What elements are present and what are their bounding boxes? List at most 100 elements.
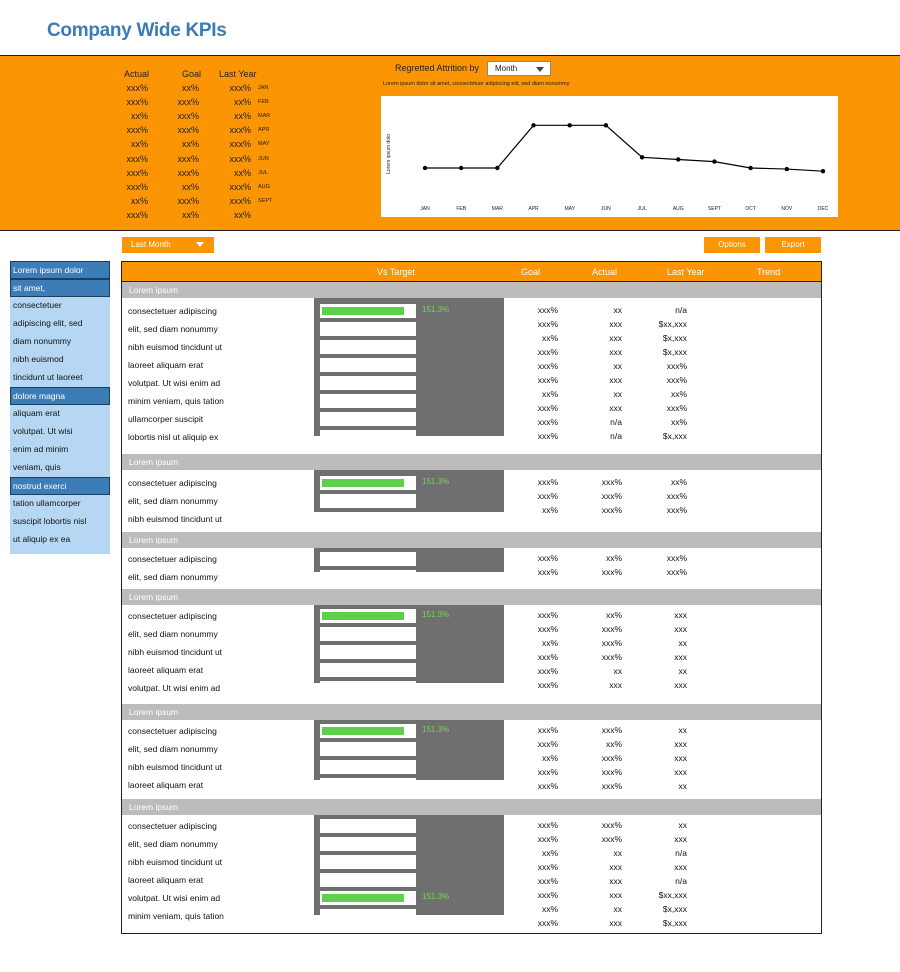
last-year-value: xx — [678, 666, 688, 676]
goal-value: xx% — [541, 638, 558, 648]
progress-bar — [320, 909, 416, 923]
x-tick-label: JUL — [638, 206, 647, 212]
last-year-value: xx — [678, 638, 688, 648]
metric-label: nibh euismod tincidunt ut — [128, 514, 223, 524]
data-point — [495, 165, 500, 171]
x-tick-label: MAY — [564, 206, 575, 212]
actual-value: xxx — [609, 347, 622, 357]
goal-value: xx% — [541, 389, 558, 399]
goal-value: xxx% — [537, 739, 558, 749]
actual-value: xxx% — [601, 624, 622, 634]
kpi-month-label: AUG — [258, 183, 270, 190]
actual-value: xx — [613, 361, 623, 371]
goal-value: xxx% — [537, 624, 558, 634]
sidebar-item[interactable]: ut aliquip ex ea — [13, 534, 71, 544]
last-year-value: xxx — [674, 767, 687, 777]
last-year-value: xx — [678, 820, 688, 830]
progress-bar — [320, 609, 416, 623]
kpi-last-year-value: xx% — [233, 111, 251, 122]
goal-value: xxx% — [537, 361, 558, 371]
kpi-goal-value: xxx% — [177, 153, 199, 164]
last-year-value: n/a — [675, 876, 687, 886]
options-button[interactable]: Options — [704, 237, 760, 253]
last-year-value: xxx — [674, 739, 687, 749]
kpi-goal-value: xx% — [181, 209, 199, 220]
metric-label: nibh euismod tincidunt ut — [128, 647, 223, 657]
sidebar-item[interactable]: enim ad minim — [13, 444, 69, 454]
x-tick-label: JAN — [420, 206, 430, 212]
progress-bar — [320, 760, 416, 774]
attrition-period-select[interactable]: Month — [487, 61, 551, 76]
progress-bar — [320, 855, 416, 869]
progress-percent: 151.3% — [422, 610, 450, 619]
sidebar-item[interactable]: veniam, quis — [13, 462, 61, 472]
last-year-value: $x,xxx — [662, 904, 687, 914]
col-trend: Trend — [757, 267, 781, 277]
sidebar-item[interactable]: dolore magna — [10, 387, 110, 405]
metric-label: volutpat. Ut wisi enim ad — [128, 683, 221, 693]
attrition-subtitle: Lorem ipsum dolor sit amet, consectetuer… — [383, 81, 570, 87]
actual-value: xxx — [609, 319, 622, 329]
sidebar-item[interactable]: nostrud exerci — [10, 477, 110, 495]
section-header: Lorem ipsum — [122, 454, 821, 470]
last-year-value: $x,xxx — [662, 333, 687, 343]
kpi-last-year-value: xxx% — [229, 153, 251, 164]
metric-label: elit, sed diam nonummy — [128, 572, 218, 582]
sidebar-item[interactable]: tincidunt ut laoreet — [13, 372, 83, 382]
kpi-actual-value: xxx% — [126, 125, 148, 136]
actual-value: n/a — [610, 431, 622, 441]
sidebar-item[interactable]: nibh euismod — [13, 354, 64, 364]
last-year-value: xxx% — [666, 553, 687, 563]
kpi-actual-value: xxx% — [126, 167, 148, 178]
sidebar-item[interactable]: aliquam erat — [13, 408, 60, 418]
export-button[interactable]: Export — [765, 237, 821, 253]
kpi-last-year-value: xxx% — [229, 83, 251, 93]
actual-value: xx% — [605, 739, 622, 749]
period-select[interactable]: Last Month — [122, 237, 214, 253]
progress-bar — [320, 304, 416, 318]
actual-value: xxx% — [601, 638, 622, 648]
col-actual: Actual — [592, 267, 618, 277]
sidebar-item[interactable]: adipiscing elit, sed — [13, 318, 83, 328]
sidebar-item[interactable]: consectetuer — [13, 300, 62, 310]
goal-value: xxx% — [537, 680, 558, 690]
kpi-month-label: MAR — [258, 113, 271, 120]
section-header: Lorem ipsum — [122, 704, 821, 720]
sidebar-item[interactable]: sit amet, — [10, 279, 110, 297]
data-point — [603, 123, 609, 128]
progress-percent: 151.3% — [422, 892, 450, 901]
x-tick-label: MAR — [492, 206, 504, 212]
last-year-value: $x,xxx — [662, 918, 687, 928]
chevron-down-icon — [536, 67, 544, 72]
attrition-line-chart: Lorem ipsum dolo JAN FEB MAR APR MAY JUN JUL AUG… — [386, 123, 829, 212]
metric-label: volutpat. Ut wisi enim ad — [128, 893, 221, 903]
goal-value: xx% — [541, 848, 558, 858]
metric-label: nibh euismod tincidunt ut — [128, 762, 223, 772]
sidebar-item[interactable]: tation ullamcorper — [13, 498, 81, 508]
metric-label: elit, sed diam nonummy — [128, 629, 218, 639]
metric-label: consectetuer adipiscing — [128, 306, 217, 316]
kpi-goal-value: xxx% — [177, 111, 199, 122]
last-year-value: xxx% — [666, 491, 687, 501]
progress-bar — [320, 891, 416, 905]
goal-value: xxx% — [537, 477, 558, 487]
goal-value: xxx% — [537, 610, 558, 620]
kpi-last-year-value: xx% — [233, 97, 251, 108]
last-year-value: n/a — [675, 305, 687, 315]
sidebar-item[interactable]: Lorem ipsum dolor — [10, 261, 110, 279]
goal-value: xx% — [541, 505, 558, 515]
last-year-value: xxx — [674, 834, 687, 844]
sidebar-item[interactable]: diam nonummy — [13, 336, 72, 346]
data-point — [784, 166, 790, 172]
last-year-value: $x,xxx — [662, 347, 687, 357]
actual-value: xx — [613, 305, 623, 315]
metric-label: volutpat. Ut wisi enim ad — [128, 378, 221, 388]
actual-value: xxx — [609, 333, 622, 343]
progress-fill — [322, 479, 404, 487]
sidebar-item[interactable]: suscipit lobortis nisl — [13, 516, 87, 526]
progress-bar — [320, 376, 416, 390]
kpi-last-year-value: xxx% — [229, 139, 251, 150]
last-year-value: xxx% — [666, 375, 687, 385]
sidebar-item[interactable]: volutpat. Ut wisi — [13, 426, 73, 436]
goal-value: xxx% — [537, 417, 558, 427]
